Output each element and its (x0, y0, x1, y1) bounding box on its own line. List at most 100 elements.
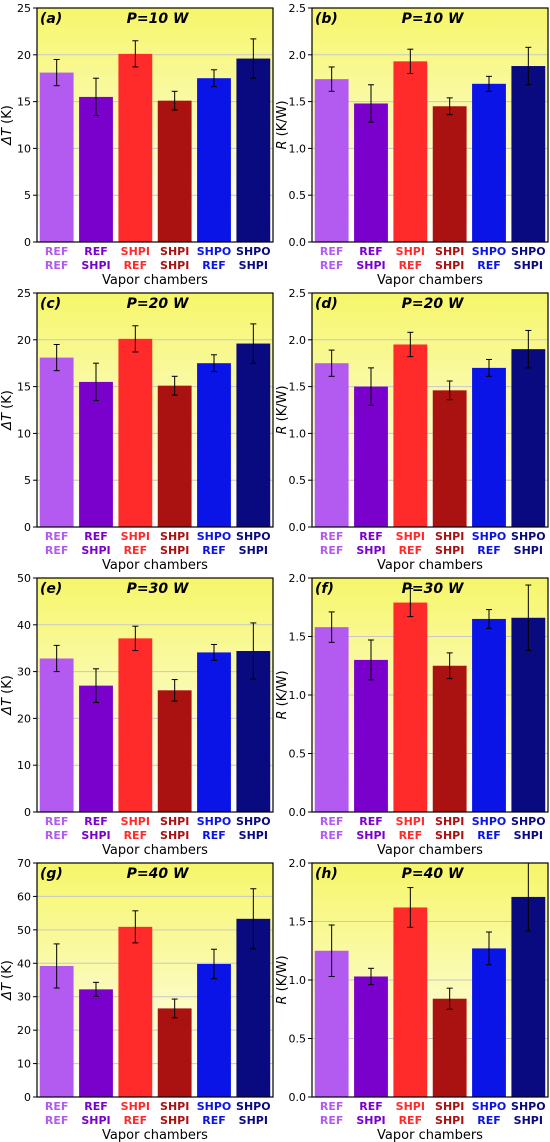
category-label-top: SHPI (121, 530, 150, 543)
bar-shpi-ref (118, 638, 153, 812)
panel-label: (a) (40, 11, 62, 27)
category-label-bottom: SHPI (160, 259, 189, 272)
category-label-bottom: SHPI (356, 259, 385, 272)
category-label-bottom: REF (477, 1114, 501, 1127)
y-tick-label: 30 (17, 991, 31, 1004)
bar-shpo-shpi (511, 66, 546, 242)
bar-shpi-ref (393, 344, 428, 527)
category-label-top: REF (45, 1100, 69, 1113)
y-tick-label: 20 (17, 1024, 31, 1037)
bar-shpo-ref (197, 78, 231, 242)
category-label-bottom: SHPI (514, 829, 543, 842)
x-axis-label: Vapor chambers (102, 273, 208, 288)
category-label-top: SHPO (236, 1100, 271, 1113)
y-tick-label: 1.0 (289, 689, 307, 702)
category-label-bottom: REF (45, 829, 69, 842)
category-label-bottom: SHPI (435, 1114, 464, 1127)
chart-title: P=20 W (127, 296, 189, 312)
y-tick-label: 2.0 (289, 857, 307, 870)
panel-label: (d) (315, 296, 338, 312)
bar-shpi-shpi (157, 1008, 192, 1097)
bar-shpi-shpi (432, 998, 467, 1097)
category-label-top: SHPI (435, 815, 464, 828)
chart-panel-c: 0510152025REFREFREFSHPISHPIREFSHPISHPISH… (0, 287, 274, 573)
bar-shpi-shpi (432, 106, 467, 242)
plot-frame (311, 862, 549, 1098)
panel-label: (f) (315, 581, 334, 597)
plot-frame (311, 292, 549, 528)
category-label-bottom: REF (124, 829, 148, 842)
y-axis-symbol: R (275, 711, 290, 720)
bar-shpi-shpi (432, 390, 467, 527)
chart-panel-d: 0.00.51.01.52.02.5REFREFREFSHPISHPIREFSH… (275, 287, 549, 573)
y-tick-label: 1.5 (289, 916, 307, 929)
x-axis-label: Vapor chambers (102, 843, 208, 858)
category-label-top: REF (359, 1100, 383, 1113)
x-axis-label: Vapor chambers (102, 558, 208, 573)
category-label-top: SHPI (396, 815, 425, 828)
y-tick-label: 0.0 (289, 806, 307, 819)
category-label-bottom: REF (124, 259, 148, 272)
y-axis-label: R (K/W) (275, 100, 290, 149)
category-label-bottom: SHPI (81, 1114, 110, 1127)
bar-shpi-ref (393, 61, 428, 242)
category-label-bottom: SHPI (81, 544, 110, 557)
category-label-top: SHPO (236, 245, 271, 258)
bar-ref-shpi (354, 386, 388, 527)
plot-frame (36, 862, 274, 1098)
bar-shpi-shpi (432, 665, 467, 812)
category-label-top: SHPO (197, 245, 232, 258)
panel-label: (h) (315, 866, 338, 882)
bar-shpi-shpi (157, 690, 192, 812)
plot-frame (311, 7, 549, 243)
category-label-bottom: REF (399, 259, 423, 272)
y-axis-unit: (K) (0, 960, 15, 983)
y-tick-label: 10 (17, 1058, 31, 1071)
bar-shpo-ref (197, 652, 231, 812)
chart-title: P=40 W (402, 866, 464, 882)
y-tick-label: 2.0 (289, 572, 307, 585)
y-tick-label: 50 (17, 572, 31, 585)
chart-title: P=20 W (402, 296, 464, 312)
y-tick-label: 15 (17, 381, 31, 394)
y-tick-label: 2.5 (289, 287, 307, 300)
chart-panel-f: 0.00.51.01.52.0REFREFREFSHPISHPIREFSHPIS… (275, 572, 549, 858)
category-label-top: REF (320, 530, 344, 543)
y-tick-label: 10 (17, 427, 31, 440)
chart-title: P=40 W (127, 866, 189, 882)
y-tick-label: 70 (17, 857, 31, 870)
y-tick-label: 20 (17, 712, 31, 725)
plot-background (312, 8, 548, 242)
category-label-bottom: REF (399, 1114, 423, 1127)
panel-label: (b) (315, 11, 338, 27)
x-axis-label: Vapor chambers (377, 558, 483, 573)
category-label-bottom: SHPI (160, 1114, 189, 1127)
category-label-top: SHPI (160, 815, 189, 828)
category-label-bottom: SHPI (356, 1114, 385, 1127)
category-label-bottom: REF (320, 1114, 344, 1127)
bar-ref-shpi (354, 659, 388, 812)
y-tick-label: 20 (17, 334, 31, 347)
category-label-top: SHPI (396, 1100, 425, 1113)
y-axis-symbol: ΔT (0, 697, 15, 716)
category-label-top: SHPI (435, 245, 464, 258)
y-axis-unit: (K/W) (275, 955, 290, 995)
bar-ref-ref (314, 627, 349, 812)
category-label-top: SHPO (236, 530, 271, 543)
bar-shpo-ref (472, 83, 506, 242)
chart-panel-a: 0510152025REFREFREFSHPISHPIREFSHPISHPISH… (0, 2, 274, 288)
category-label-top: REF (359, 815, 383, 828)
chart-panel-g: 010203040506070REFREFREFSHPISHPIREFSHPIS… (0, 857, 274, 1142)
category-label-bottom: REF (124, 1114, 148, 1127)
chart-title: P=10 W (127, 11, 189, 27)
y-tick-label: 1.0 (289, 427, 307, 440)
y-axis-symbol: R (275, 996, 290, 1005)
category-label-top: SHPI (121, 1100, 150, 1113)
y-tick-label: 5 (24, 189, 31, 202)
x-axis-label: Vapor chambers (102, 1128, 208, 1142)
y-axis-label: R (K/W) (275, 385, 290, 434)
y-axis-unit: (K/W) (275, 100, 290, 140)
category-label-top: SHPI (435, 530, 464, 543)
y-tick-label: 0.0 (289, 236, 307, 249)
plot-frame (36, 7, 274, 243)
